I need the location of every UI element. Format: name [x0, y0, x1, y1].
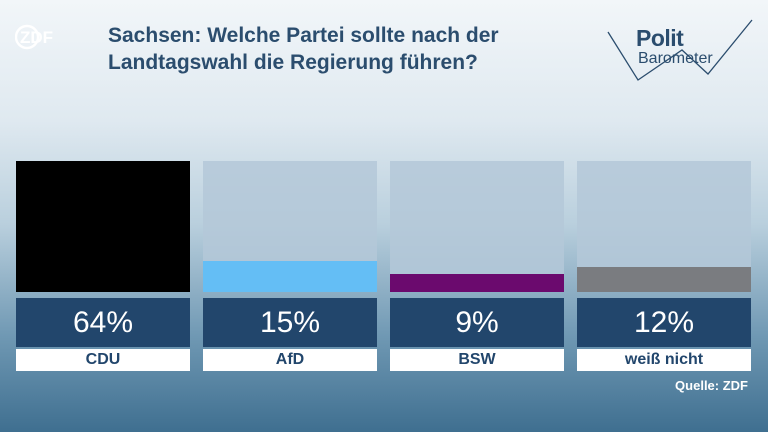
politbarometer-logo: Polit Barometer	[600, 14, 760, 84]
bar-track	[203, 161, 377, 292]
politbarometer-zigzag-icon	[607, 19, 753, 81]
bar-track	[16, 161, 190, 292]
zdf-logo-text: ZDF	[20, 28, 53, 47]
zdf-logo: ZDF	[15, 24, 53, 50]
value-label: 15%	[203, 298, 377, 347]
chart-title: Sachsen: Welche Partei sollte nach der L…	[108, 22, 568, 76]
bar	[203, 261, 377, 292]
category-label: BSW	[390, 349, 564, 371]
category-label: weiß nicht	[577, 349, 751, 371]
source-note: Quelle: ZDF	[675, 378, 748, 393]
category-label: CDU	[16, 349, 190, 371]
chart-title-line-1: Sachsen: Welche Partei sollte nach der	[108, 24, 499, 47]
bar-track	[390, 161, 564, 292]
bar-group-3: 12% weiß nicht	[577, 161, 751, 371]
bar-group-2: 9% BSW	[390, 161, 564, 371]
brand-barometer: Barometer	[638, 50, 713, 67]
bar-group-1: 15% AfD	[203, 161, 377, 371]
value-label: 12%	[577, 298, 751, 347]
bar-group-0: 64% CDU	[16, 161, 190, 371]
bar	[390, 274, 564, 292]
chart-title-line-2: Landtagswahl die Regierung führen?	[108, 51, 478, 74]
brand-polit: Polit	[636, 25, 684, 51]
value-label: 9%	[390, 298, 564, 347]
bar	[577, 267, 751, 292]
value-label: 64%	[16, 298, 190, 347]
bar-track	[577, 161, 751, 292]
category-label: AfD	[203, 349, 377, 371]
bar	[16, 161, 190, 292]
